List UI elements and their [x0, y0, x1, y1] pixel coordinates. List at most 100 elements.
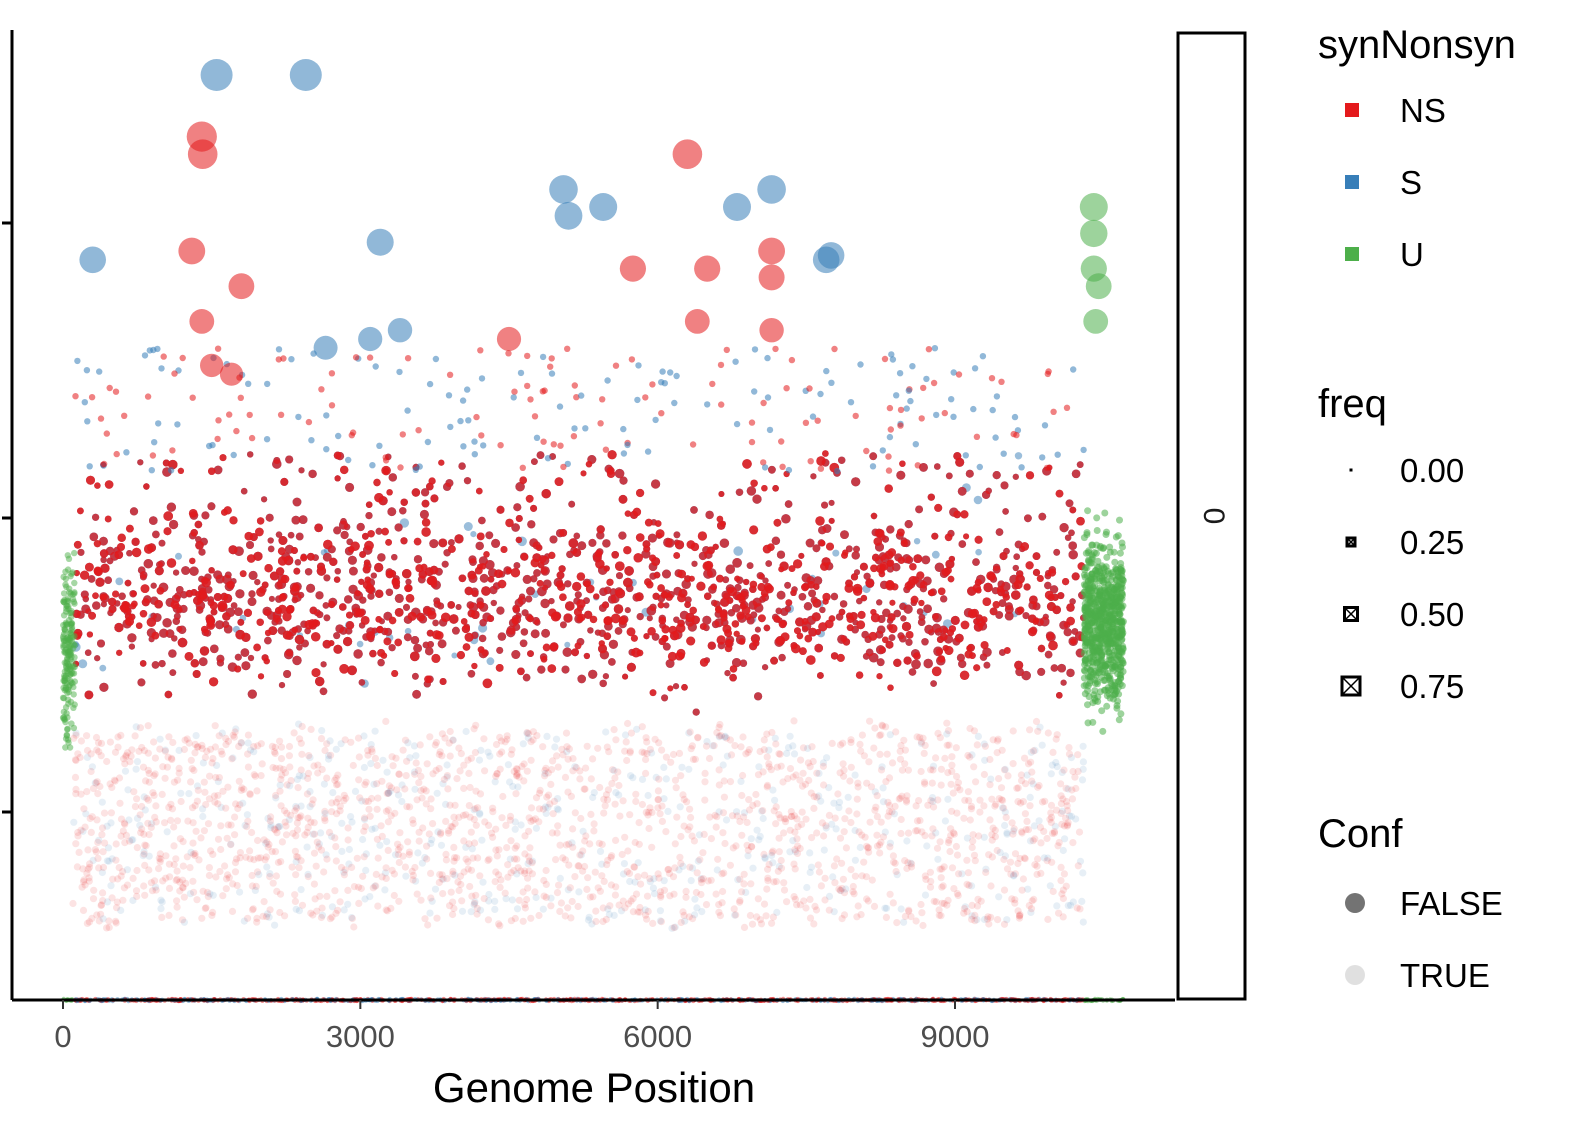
- data-point: [903, 864, 911, 873]
- data-point: [650, 890, 659, 898]
- data-point: [286, 782, 294, 790]
- data-point: [1065, 750, 1074, 758]
- data-point: [459, 811, 467, 820]
- data-point: [334, 771, 342, 779]
- data-point: [328, 808, 336, 816]
- data-point: [121, 820, 129, 828]
- data-point: [807, 863, 816, 871]
- data-point: [932, 898, 940, 906]
- data-point: [722, 816, 731, 824]
- data-point: [913, 538, 921, 545]
- data-point: [622, 738, 630, 746]
- data-point: [378, 777, 386, 785]
- data-point: [840, 889, 849, 897]
- data-point: [190, 766, 198, 775]
- data-point: [513, 855, 521, 863]
- data-point: [425, 830, 433, 838]
- data-point: [137, 829, 145, 837]
- data-point: [273, 887, 281, 896]
- data-point: [175, 764, 183, 773]
- data-point: [230, 733, 238, 741]
- data-point: [551, 743, 559, 751]
- data-point: [980, 770, 989, 779]
- data-point: [986, 781, 994, 789]
- data-point: [383, 789, 391, 798]
- data-point: [409, 816, 417, 824]
- data-point: [1057, 877, 1065, 885]
- data-point: [402, 872, 410, 880]
- data-point: [764, 865, 772, 873]
- data-point: [495, 920, 503, 928]
- data-point: [807, 789, 815, 797]
- data-point: [187, 756, 195, 764]
- data-point: [211, 722, 219, 730]
- data-point: [940, 900, 948, 908]
- data-point: [739, 771, 747, 780]
- data-point: [732, 911, 740, 919]
- data-point: [413, 796, 421, 804]
- data-point: [204, 893, 212, 901]
- data-point: [227, 841, 235, 849]
- data-point: [323, 892, 331, 901]
- data-point: [1028, 777, 1036, 785]
- data-point: [986, 816, 994, 824]
- data-point: [748, 842, 756, 851]
- data-point: [304, 823, 312, 832]
- data-point: [95, 864, 103, 872]
- data-point: [191, 740, 199, 749]
- data-point: [715, 766, 723, 774]
- data-point: [553, 752, 561, 760]
- data-point: [211, 798, 219, 806]
- data-point: [435, 878, 443, 887]
- data-point: [76, 753, 84, 762]
- data-point: [406, 754, 414, 762]
- data-point: [180, 918, 188, 926]
- data-point: [264, 843, 272, 851]
- data-point: [1000, 804, 1008, 812]
- data-point: [790, 717, 798, 725]
- data-point: [1058, 820, 1066, 828]
- data-point: [589, 893, 597, 901]
- data-point: [361, 823, 369, 831]
- data-point: [268, 848, 276, 856]
- data-point: [1057, 780, 1065, 788]
- data-point: [222, 741, 230, 749]
- data-point: [120, 755, 128, 763]
- data-point: [926, 883, 935, 891]
- data-point: [320, 780, 328, 788]
- data-point: [200, 778, 208, 786]
- data-point: [917, 767, 925, 776]
- data-point: [624, 847, 632, 855]
- data-point: [799, 769, 807, 777]
- data-point: [565, 745, 574, 753]
- data-point: [114, 743, 122, 751]
- data-point: [760, 850, 768, 859]
- data-point: [548, 766, 556, 774]
- data-point: [129, 874, 137, 883]
- data-point: [471, 898, 479, 906]
- data-point: [891, 802, 899, 811]
- data-point: [381, 869, 389, 877]
- data-point: [963, 834, 972, 842]
- data-point: [565, 840, 573, 848]
- data-point: [860, 858, 868, 866]
- data-point: [796, 901, 804, 909]
- data-point: [491, 778, 499, 786]
- data-point: [426, 733, 434, 741]
- data-point: [115, 864, 123, 872]
- data-point: [508, 896, 516, 904]
- data-point: [912, 827, 920, 835]
- data-point: [318, 911, 327, 919]
- data-point: [890, 858, 898, 866]
- data-point: [1021, 754, 1029, 762]
- data-point: [1027, 748, 1035, 756]
- data-point: [943, 741, 951, 749]
- data-point: [506, 778, 514, 786]
- data-point: [1040, 854, 1048, 862]
- data-point: [968, 901, 976, 910]
- data-point: [205, 864, 213, 872]
- data-point: [559, 751, 567, 759]
- data-point: [274, 823, 282, 832]
- data-point: [865, 758, 873, 766]
- data-point: [577, 814, 585, 823]
